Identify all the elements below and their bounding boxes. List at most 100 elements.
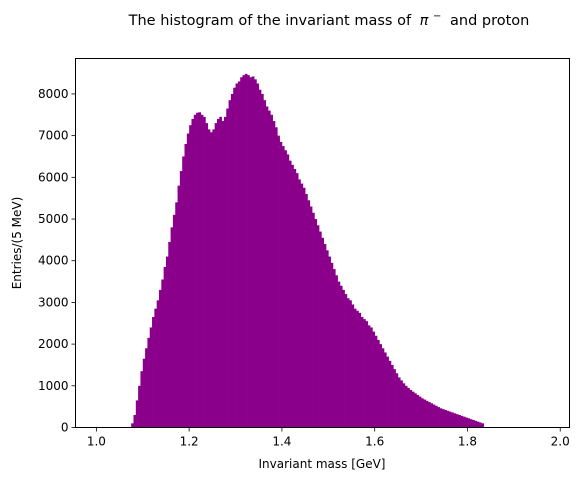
histogram-bar — [196, 112, 199, 428]
histogram-bar — [397, 377, 401, 428]
histogram-bar — [230, 93, 234, 428]
histogram-bar — [152, 317, 155, 428]
histogram-bar — [263, 100, 267, 428]
histogram-bar — [309, 206, 313, 428]
histogram-bar — [332, 269, 336, 428]
histogram-bar — [453, 413, 457, 428]
histogram-bar — [189, 125, 192, 428]
histogram-bar — [451, 412, 454, 428]
histogram-bar — [291, 164, 294, 428]
histogram-bar — [214, 123, 218, 428]
histogram-bar — [458, 414, 461, 428]
histogram-bar — [462, 416, 466, 428]
histogram-bar — [386, 356, 389, 428]
histogram-bar — [156, 300, 160, 428]
histogram-bar — [163, 266, 167, 428]
histogram-bar — [367, 325, 371, 428]
histogram-bar — [293, 168, 297, 428]
histogram-bar — [140, 371, 144, 428]
x-tick-label: 1.4 — [272, 435, 291, 449]
histogram-bar — [465, 417, 468, 428]
histogram-bar — [434, 405, 438, 428]
histogram-bar — [133, 414, 137, 428]
histogram-bar — [277, 135, 280, 428]
histogram-bar — [221, 121, 225, 428]
histogram-bar — [158, 289, 162, 428]
histogram-bar — [344, 294, 348, 428]
histogram-bar — [353, 308, 357, 428]
histogram-bar — [439, 408, 443, 428]
histogram-bar — [481, 423, 485, 428]
histogram-bar — [337, 281, 341, 428]
histogram-bar — [342, 289, 345, 428]
histogram-bar — [182, 156, 185, 428]
histogram-bars — [131, 73, 485, 428]
histogram-bar — [165, 256, 169, 428]
histogram-bar — [409, 389, 413, 428]
histogram-bar — [321, 237, 325, 428]
histogram-bar — [142, 358, 146, 428]
histogram-bar — [432, 404, 436, 428]
histogram-bar — [261, 93, 264, 428]
histogram-bar — [479, 422, 482, 428]
histogram-bar — [469, 419, 473, 428]
histogram-bar — [274, 127, 278, 428]
histogram-bar — [351, 304, 355, 428]
histogram-bar — [191, 118, 195, 428]
histogram-bar — [249, 77, 253, 428]
histogram-bar — [145, 348, 148, 428]
y-axis-label: Entries/(5 MeV) — [10, 197, 24, 290]
y-tick-label: 8000 — [38, 87, 69, 101]
histogram-bar — [377, 339, 380, 428]
y-axis-ticks: 0 1000 2000 3000 4000 5000 6000 7000 8000 — [38, 87, 76, 435]
histogram-bar — [455, 414, 459, 428]
histogram-bar — [404, 385, 408, 428]
histogram-bar — [284, 150, 287, 428]
histogram-bar — [240, 77, 243, 428]
histogram-bar — [193, 114, 197, 428]
histogram-bar — [460, 415, 464, 428]
histogram-bar — [226, 108, 229, 428]
histogram-bar — [360, 317, 364, 428]
y-tick-label: 5000 — [38, 212, 69, 226]
histogram-bar — [207, 129, 211, 428]
histogram-bar — [168, 241, 171, 428]
x-tick-label: 1.0 — [87, 435, 106, 449]
chart-title-math: π — [420, 13, 429, 29]
histogram-bar — [383, 352, 387, 428]
y-tick-label: 1000 — [38, 379, 69, 393]
histogram-bar — [300, 183, 304, 428]
histogram-bar — [212, 129, 216, 428]
chart-title-suffix: and proton — [450, 13, 529, 29]
histogram-bar — [216, 118, 220, 428]
y-tick-label: 7000 — [38, 129, 69, 143]
histogram-bar — [200, 114, 204, 428]
histogram-bar — [421, 398, 424, 428]
histogram-bar — [186, 133, 190, 428]
histogram-bar — [223, 116, 227, 428]
histogram-bar — [356, 310, 359, 428]
histogram-bar — [381, 348, 385, 428]
histogram-bar — [198, 112, 202, 428]
histogram-bar — [170, 227, 174, 428]
histogram-bar — [328, 256, 331, 428]
histogram-bar — [154, 308, 158, 428]
y-tick-label: 2000 — [38, 337, 69, 351]
histogram-bar — [428, 402, 431, 428]
histogram-bar — [307, 200, 311, 428]
histogram-bar — [330, 262, 334, 428]
histogram-bar — [219, 116, 222, 428]
histogram-bar — [179, 171, 183, 428]
x-tick-label: 1.6 — [365, 435, 384, 449]
histogram-bar — [395, 373, 399, 428]
histogram-bar — [256, 83, 260, 428]
histogram-bar — [365, 321, 369, 428]
histogram-bar — [416, 394, 420, 428]
histogram-bar — [267, 110, 271, 428]
histogram-bar — [430, 403, 434, 428]
histogram-bar — [400, 380, 403, 428]
histogram-bar — [448, 411, 452, 428]
histogram-bar — [418, 396, 422, 428]
histogram-bar — [372, 331, 376, 428]
histogram-bar — [319, 231, 322, 428]
